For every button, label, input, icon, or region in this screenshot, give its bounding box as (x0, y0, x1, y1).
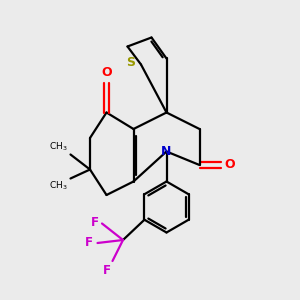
Text: N: N (161, 145, 172, 158)
Text: O: O (101, 66, 112, 79)
Text: CH$_3$: CH$_3$ (50, 140, 68, 153)
Text: S: S (127, 56, 136, 69)
Text: F: F (85, 236, 93, 250)
Text: O: O (224, 158, 235, 172)
Text: CH$_3$: CH$_3$ (50, 180, 68, 193)
Text: F: F (103, 264, 111, 277)
Text: F: F (90, 215, 98, 229)
